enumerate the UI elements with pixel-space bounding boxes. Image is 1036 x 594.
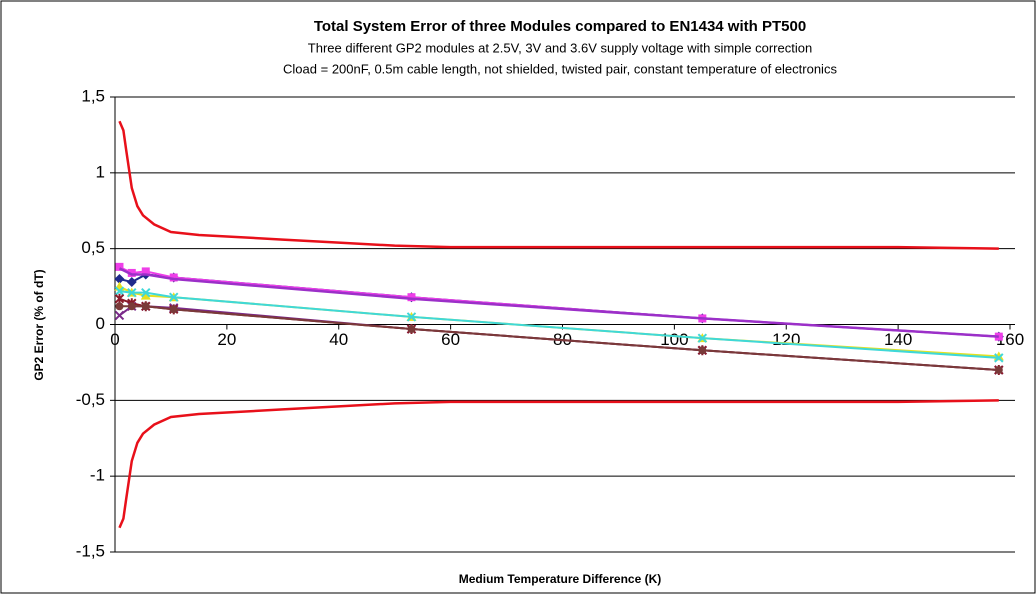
x-axis-label: Medium Temperature Difference (K) [459,572,661,586]
series-line [118,399,999,529]
marker [169,305,178,314]
marker [127,287,137,298]
y-tick-label: -1 [90,466,105,485]
marker [169,273,178,282]
x-tick-label: 100 [660,330,688,349]
marker [994,366,1003,374]
marker [114,310,125,321]
series-line [118,120,999,250]
marker [407,293,416,302]
y-tick-label: 1,5 [81,86,105,105]
marker [127,268,136,277]
series-line [118,267,999,338]
x-tick-label: 20 [217,330,236,349]
x-tick-label: 0 [110,330,119,349]
y-tick-label: 0,5 [81,238,105,257]
marker [407,325,416,334]
marker [697,333,708,343]
marker [126,277,137,288]
x-tick-label: 120 [772,330,800,349]
chart-subtitle: Three different GP2 modules at 2.5V, 3V … [308,40,812,55]
marker [698,346,707,355]
marker [114,293,125,304]
chart-subtitle: Cload = 200nF, 0.5m cable length, not sh… [283,61,837,76]
marker [114,286,125,296]
y-axis-label: GP2 Error (% of dT) [32,269,46,380]
marker [141,267,150,276]
marker [994,353,1004,363]
marker [115,302,124,311]
y-tick-label: 1 [96,162,105,181]
marker [114,274,125,284]
marker [141,302,150,311]
x-tick-label: 60 [441,330,460,349]
x-tick-label: 140 [884,330,912,349]
marker [169,292,179,302]
marker [127,302,136,311]
y-tick-label: -0,5 [76,390,105,409]
chart-title: Total System Error of three Modules comp… [314,18,806,35]
x-tick-label: 40 [329,330,348,349]
y-tick-label: 0 [96,314,105,333]
marker [140,290,151,300]
marker [406,312,417,322]
marker [115,262,124,271]
marker [141,287,151,298]
y-tick-label: -1,5 [76,541,105,560]
x-tick-label: 160 [996,330,1024,349]
